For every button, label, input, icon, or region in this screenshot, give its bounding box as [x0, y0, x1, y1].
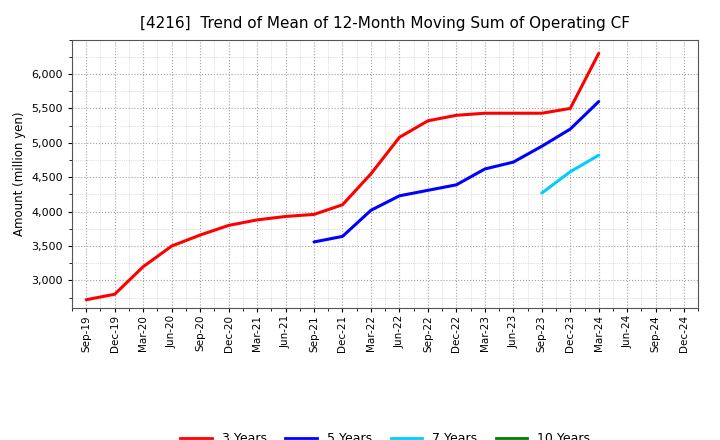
- 3 Years: [452, 113, 461, 118]
- 5 Years: [452, 182, 461, 187]
- 3 Years: [338, 202, 347, 207]
- 3 Years: [253, 217, 261, 223]
- 3 Years: [480, 110, 489, 116]
- 7 Years: [537, 191, 546, 196]
- Line: 5 Years: 5 Years: [314, 102, 599, 242]
- 5 Years: [509, 159, 518, 165]
- 7 Years: [595, 153, 603, 158]
- Legend: 3 Years, 5 Years, 7 Years, 10 Years: 3 Years, 5 Years, 7 Years, 10 Years: [176, 427, 595, 440]
- 3 Years: [225, 223, 233, 228]
- 7 Years: [566, 169, 575, 174]
- 5 Years: [395, 193, 404, 198]
- 3 Years: [423, 118, 432, 124]
- Line: 3 Years: 3 Years: [86, 53, 599, 300]
- 3 Years: [366, 171, 375, 176]
- 3 Years: [537, 110, 546, 116]
- 3 Years: [196, 232, 204, 238]
- 5 Years: [310, 239, 318, 245]
- 5 Years: [566, 126, 575, 132]
- Line: 7 Years: 7 Years: [541, 155, 599, 193]
- 5 Years: [595, 99, 603, 104]
- 3 Years: [595, 51, 603, 56]
- 3 Years: [310, 212, 318, 217]
- 3 Years: [566, 106, 575, 111]
- 3 Years: [509, 110, 518, 116]
- 3 Years: [139, 264, 148, 269]
- 5 Years: [537, 143, 546, 149]
- 3 Years: [110, 292, 119, 297]
- 5 Years: [423, 188, 432, 193]
- Y-axis label: Amount (million yen): Amount (million yen): [13, 112, 26, 236]
- 3 Years: [167, 243, 176, 249]
- 5 Years: [480, 166, 489, 172]
- 5 Years: [338, 234, 347, 239]
- Title: [4216]  Trend of Mean of 12-Month Moving Sum of Operating CF: [4216] Trend of Mean of 12-Month Moving …: [140, 16, 630, 32]
- 3 Years: [82, 297, 91, 302]
- 3 Years: [282, 214, 290, 219]
- 3 Years: [395, 135, 404, 140]
- 5 Years: [366, 208, 375, 213]
